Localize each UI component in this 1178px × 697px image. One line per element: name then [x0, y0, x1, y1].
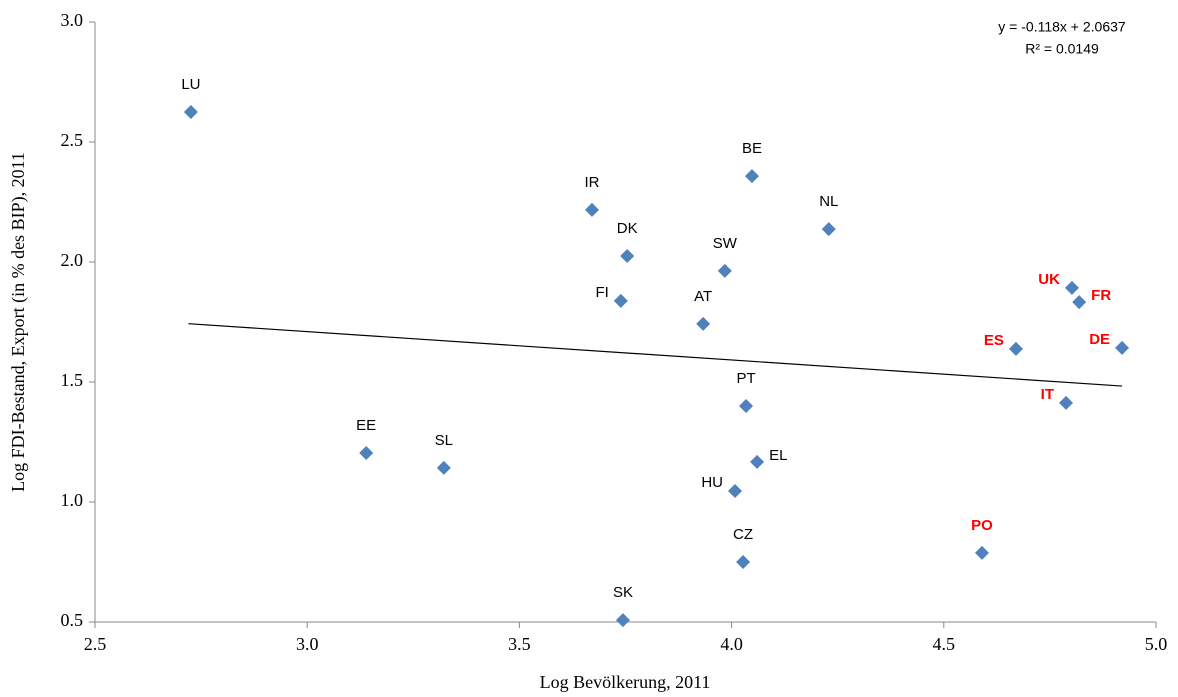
x-tick-label: 5.0: [1145, 634, 1168, 654]
y-axis-title: Log FDI-Bestand, Export (in % des BIP), …: [8, 152, 29, 492]
x-tick-label: 3.0: [296, 634, 319, 654]
point: [750, 454, 765, 469]
point-label: DE: [1089, 331, 1110, 348]
x-tick-label: 4.0: [720, 634, 743, 654]
point-label: PT: [736, 370, 755, 387]
point: [744, 169, 759, 184]
point-label: CZ: [733, 526, 753, 543]
point-label: HU: [701, 474, 723, 491]
x-tick-label: 2.5: [84, 634, 107, 654]
point: [974, 545, 989, 560]
point-label: DK: [617, 220, 638, 237]
point: [821, 222, 836, 237]
point-label: FI: [595, 284, 608, 301]
point-label: FR: [1091, 287, 1111, 304]
point: [696, 316, 711, 331]
trend-r-squared: R² = 0.0149: [1025, 41, 1099, 57]
point-label: NL: [819, 193, 838, 210]
point-label: SW: [713, 235, 738, 252]
point-label: AT: [694, 288, 712, 305]
point-label: EL: [769, 447, 787, 464]
x-axis-title: Log Bevölkerung, 2011: [540, 672, 711, 692]
y-tick-label: 2.5: [61, 130, 84, 150]
x-tick-label: 4.5: [933, 634, 956, 654]
point-label: SL: [435, 432, 453, 449]
point-label: LU: [181, 76, 200, 93]
point: [1008, 341, 1023, 356]
point-label: IT: [1041, 386, 1054, 403]
trendline: [188, 323, 1123, 387]
point-label: SK: [613, 584, 633, 601]
point: [613, 293, 628, 308]
point-label: PO: [971, 517, 993, 534]
y-tick-label: 2.0: [61, 250, 84, 270]
point-label: ES: [984, 332, 1004, 349]
point: [183, 105, 198, 119]
point: [739, 399, 754, 413]
point: [1059, 395, 1074, 410]
point: [717, 263, 732, 278]
point: [1064, 280, 1079, 295]
point: [584, 202, 599, 217]
point-label: BE: [742, 140, 762, 157]
point: [736, 555, 751, 569]
y-tick-label: 1.5: [61, 370, 84, 390]
point-label: UK: [1038, 271, 1060, 288]
trend-equation: y = -0.118x + 2.0637: [998, 19, 1126, 35]
point: [436, 460, 451, 475]
point: [1072, 295, 1087, 310]
y-tick-label: 1.0: [61, 490, 84, 510]
point-label: IR: [584, 174, 599, 191]
point: [620, 249, 635, 263]
y-tick-label: 0.5: [61, 610, 84, 630]
point: [727, 483, 742, 498]
point: [359, 446, 374, 461]
point: [615, 613, 630, 628]
point: [1115, 340, 1130, 355]
y-tick-label: 3.0: [61, 10, 84, 30]
point-label: EE: [356, 417, 376, 434]
x-tick-label: 3.5: [508, 634, 531, 654]
